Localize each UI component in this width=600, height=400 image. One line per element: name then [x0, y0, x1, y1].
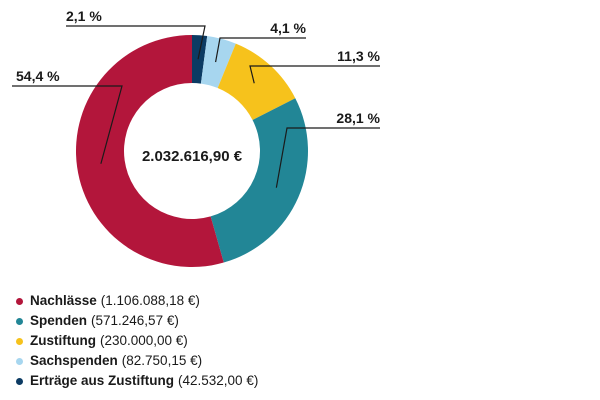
slice-erträge-aus-zustiftung	[192, 35, 208, 84]
legend-dot-icon	[16, 357, 23, 365]
legend-amount: (230.000,00 €)	[99, 333, 188, 348]
legend-amount: (42.532,00 €)	[178, 373, 259, 388]
chart-legend: Nachlässe (1.106.088,18 €) Spenden (571.246…	[16, 291, 258, 391]
callout-line	[275, 127, 380, 188]
legend-dot-icon	[16, 297, 23, 305]
legend-label: Erträge aus Zustiftung	[30, 373, 175, 388]
slice-percent-label: 11,3 %	[337, 48, 380, 64]
slice-spenden	[210, 98, 308, 263]
slice-callouts: 2,1 % 4,1 % 11,3 % 28,1 % 54,4 %	[12, 8, 381, 188]
slice-nachlässe	[76, 35, 224, 268]
legend-dot-icon	[16, 377, 23, 385]
slice-percent-label: 2,1 %	[66, 8, 102, 24]
legend-label: Nachlässe	[30, 293, 97, 308]
callout-line	[66, 25, 206, 60]
legend-item: Nachlässe (1.106.088,18 €)	[16, 291, 258, 311]
legend-label: Zustiftung	[30, 333, 96, 348]
donut-slices	[76, 35, 308, 268]
callout-line	[215, 37, 306, 63]
donut-total-label: 2.032.616,90 €	[142, 148, 243, 165]
legend-dot-icon	[16, 337, 23, 345]
callout-line	[12, 85, 123, 164]
legend-amount: (1.106.088,18 €)	[100, 293, 200, 308]
slice-sachspenden	[200, 36, 236, 89]
legend-item: Erträge aus Zustiftung (42.532,00 €)	[16, 371, 258, 391]
slice-percent-label: 54,4 %	[16, 68, 60, 84]
legend-label: Spenden	[30, 313, 88, 328]
slice-zustiftung	[217, 43, 296, 121]
slice-percent-label: 4,1 %	[270, 20, 306, 36]
legend-amount: (82.750,15 €)	[121, 353, 203, 368]
legend-item: Zustiftung (230.000,00 €)	[16, 331, 258, 351]
legend-amount: (571.246,57 €)	[91, 313, 179, 328]
legend-item: Sachspenden (82.750,15 €)	[16, 351, 258, 371]
legend-item: Spenden (571.246,57 €)	[16, 311, 258, 331]
callout-line	[249, 65, 380, 84]
legend-label: Sachspenden	[30, 353, 118, 368]
legend-dot-icon	[16, 317, 23, 325]
slice-percent-label: 28,1 %	[336, 110, 380, 126]
